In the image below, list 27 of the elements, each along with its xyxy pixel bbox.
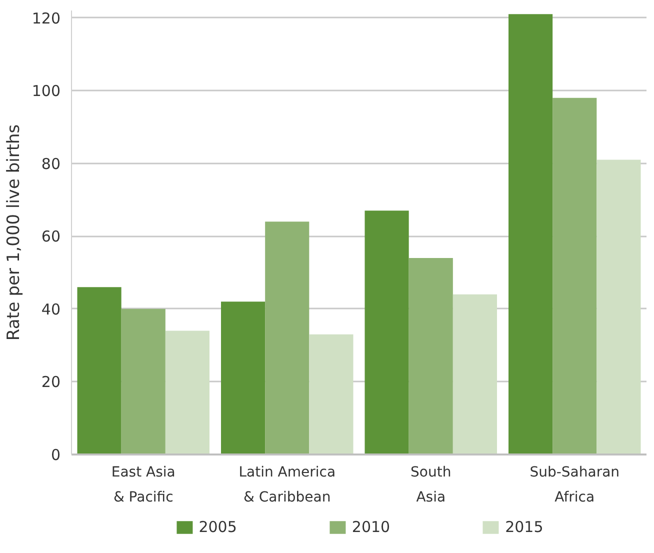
bar bbox=[121, 308, 166, 454]
y-tick-label: 80 bbox=[41, 154, 61, 173]
bar bbox=[265, 222, 310, 454]
y-tick-label: 20 bbox=[41, 373, 61, 392]
category-label: Sub-Saharan Africa bbox=[530, 464, 620, 506]
bar bbox=[77, 287, 122, 454]
bar bbox=[408, 258, 453, 454]
y-tick-label: 120 bbox=[32, 9, 61, 28]
legend-label: 2005 bbox=[198, 518, 237, 536]
bar bbox=[309, 334, 354, 454]
bar bbox=[221, 302, 266, 454]
legend-label: 2010 bbox=[352, 518, 390, 536]
y-axis-title: Rate per 1,000 live births bbox=[4, 124, 24, 341]
bar bbox=[364, 210, 409, 454]
category-label: South Asia bbox=[410, 464, 452, 506]
bar bbox=[508, 14, 553, 454]
bar bbox=[452, 294, 497, 454]
category-label: Latin America & Caribbean bbox=[238, 464, 336, 506]
y-tick-label: 60 bbox=[41, 228, 61, 246]
y-tick-label: 0 bbox=[50, 446, 61, 464]
bar bbox=[165, 330, 210, 454]
y-tick-label: 40 bbox=[41, 300, 61, 318]
legend-label: 2015 bbox=[505, 518, 544, 536]
bar bbox=[552, 98, 597, 454]
bar bbox=[596, 160, 641, 454]
y-tick-label: 100 bbox=[32, 82, 61, 100]
category-label: East Asia & Pacific bbox=[111, 464, 176, 506]
